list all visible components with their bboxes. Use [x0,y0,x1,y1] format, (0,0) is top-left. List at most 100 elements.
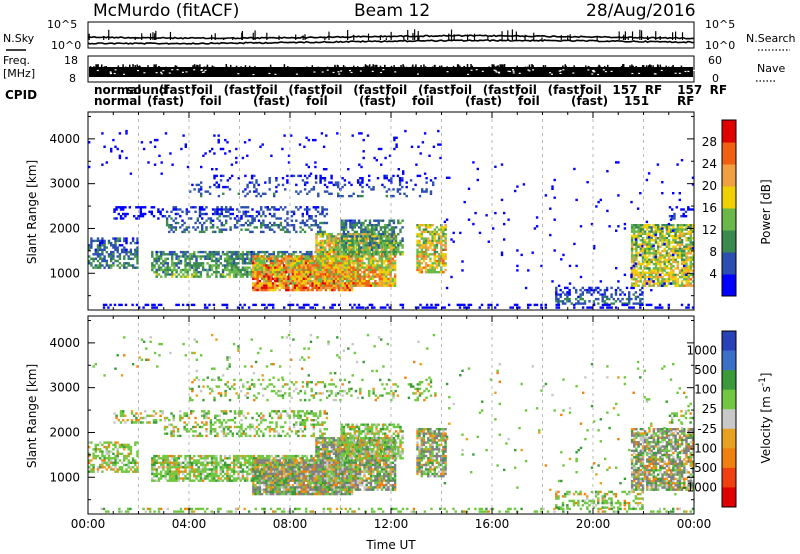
power-cell [269,280,273,283]
power-cell [581,302,584,305]
power-cell [164,259,167,263]
power-cell [278,273,281,276]
power-cell [372,264,375,267]
power-cell [317,264,320,267]
power-cell [129,257,133,260]
power-cell [680,247,684,251]
power-cell [153,266,156,269]
power-cell [186,250,189,254]
power-cell [90,262,93,265]
power-cell [295,206,298,209]
power-cell [376,264,379,267]
power-cell [332,259,336,263]
power-cell [225,215,228,218]
power-cell [557,300,560,303]
power-cell [422,255,426,258]
power-cell [659,275,662,279]
power-cell [663,224,666,227]
power-cell [105,262,108,265]
power-cell [299,250,302,254]
power-cell [603,303,607,307]
beam-title: Beam 12 [354,1,430,21]
power-cell [271,266,275,269]
power-cell [636,302,640,305]
power-cell [164,275,167,278]
cpid-entry: (fast) [224,83,261,97]
power-cell [315,250,318,254]
power-cell [365,268,368,272]
power-cell [303,208,307,211]
power-cell [352,246,355,249]
power-cell [639,306,642,309]
power-cell [646,237,649,240]
power-cell [185,210,188,213]
power-cell [272,306,275,309]
power-cell [268,226,272,229]
power-cell [423,306,427,309]
power-cell [691,256,695,259]
power-cell [648,247,651,251]
power-cell [652,254,655,257]
power-cell [433,253,436,256]
power-cell [115,208,118,211]
power-cell [334,266,338,269]
power-cell [256,271,259,274]
power-cell [687,249,690,253]
power-cell [311,266,314,269]
power-cell [667,252,671,255]
power-cell [659,245,662,248]
power-cell [691,208,695,211]
power-cell [393,282,397,285]
power-cell [687,306,690,309]
power-cell [689,258,692,261]
power-cell [374,233,377,236]
power-cell [319,264,322,267]
power-cell [337,284,340,287]
power-cell [424,246,428,249]
power-cell [326,233,329,236]
power-cell [228,257,231,260]
power-cell [396,174,400,178]
power-cell [424,253,428,256]
power-cell [326,273,329,276]
power-cell [243,271,247,274]
power-cell [363,271,366,274]
power-cell [248,259,251,263]
power-cell [338,303,341,307]
power-cell [243,266,247,269]
power-cell [352,266,355,269]
power-cell [500,163,504,166]
power-cell [380,275,384,278]
power-cell [659,256,662,259]
power-cell [353,221,356,225]
power-cell [197,183,201,187]
power-cell [429,244,432,247]
power-cell [371,248,374,251]
power-cell [281,183,285,187]
power-cell [689,260,692,264]
power-cell [368,253,372,256]
power-cell [361,241,364,245]
power-cell [676,249,679,253]
power-cell [463,200,466,204]
power-cell [341,282,344,285]
power-cell [210,255,214,258]
power-cell [657,275,660,279]
power-cell [416,248,419,251]
power-cell [678,245,682,248]
power-cell [244,194,247,198]
power-cell [643,247,647,251]
power-cell [267,275,270,278]
power-cell [654,275,658,279]
power-cell [136,239,139,243]
power-cell [330,273,333,276]
power-cell [435,266,439,269]
power-cell [103,255,106,258]
power-cell [689,237,692,240]
power-cell [246,215,250,218]
power-cell [343,237,346,240]
power-cell [277,217,280,220]
power-cell [670,265,673,268]
power-cell [435,239,439,243]
power-cell [659,234,662,238]
